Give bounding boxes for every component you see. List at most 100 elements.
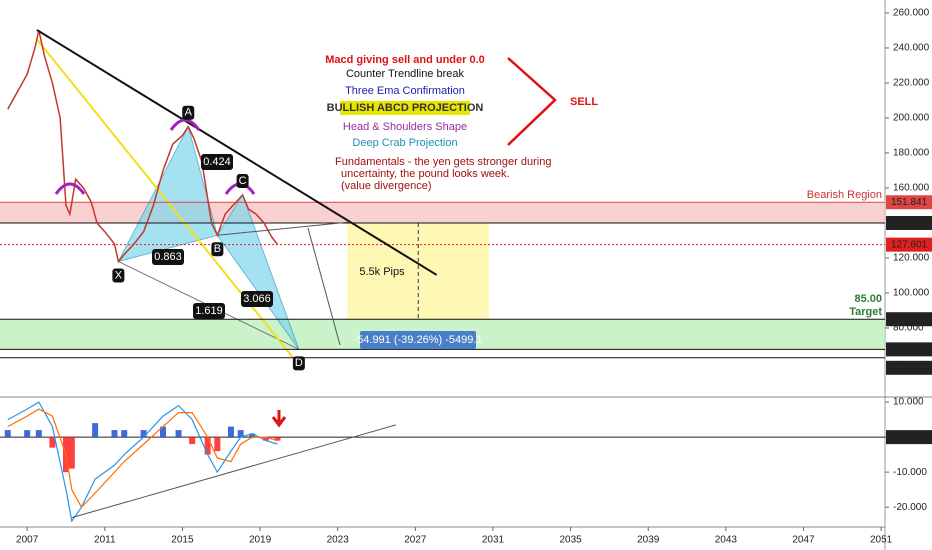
shoulder-arc: [54, 182, 86, 195]
level-label: 127.601: [891, 239, 928, 250]
zero-tag: [886, 430, 932, 445]
x-tick-label: 2051: [870, 535, 893, 546]
note: (value divergence): [341, 180, 432, 192]
x-tick-label: 2019: [249, 535, 272, 546]
point-label: C: [239, 175, 247, 187]
histogram-bar: [189, 437, 196, 445]
y-tick-label: 200.000: [893, 113, 930, 124]
point-label: B: [214, 243, 221, 255]
histogram-bar: [68, 437, 75, 469]
macd-y-tick-label: -10.000: [893, 467, 927, 478]
macd-trendline: [71, 424, 397, 519]
histogram-bar: [140, 430, 147, 438]
ratio-label: 3.066: [243, 293, 271, 305]
level-label: 67.771: [891, 344, 922, 355]
shoulder-arc: [169, 118, 201, 131]
ratio-label: 0.863: [154, 251, 182, 263]
macd-line: [7, 408, 278, 509]
target-value: 85.00: [854, 293, 882, 305]
level-label: 151.841: [891, 197, 928, 208]
level-tag: [886, 312, 932, 327]
level-tag: [886, 237, 932, 252]
histogram-bar: [237, 430, 244, 438]
point-tag: [182, 105, 195, 120]
measure-tag: [360, 331, 476, 349]
target-label: Target: [849, 306, 882, 318]
x-tick-label: 2007: [16, 535, 39, 546]
ratio-tag: [241, 291, 273, 307]
level-tag: [886, 215, 932, 230]
y-tick-label: 100.000: [893, 288, 930, 299]
bearish-zone: [0, 202, 885, 223]
note: BULLISH ABCD PROJECTION: [327, 102, 484, 114]
histogram-bar: [92, 423, 99, 438]
point-tag: [236, 173, 249, 188]
histogram-bar: [4, 430, 11, 438]
y-tick-label: 80.000: [893, 323, 924, 334]
macd-y-tick-label: -20.000: [893, 502, 927, 513]
y-tick-label: 180.000: [893, 148, 930, 159]
point-tag: [292, 356, 305, 371]
x-tick-label: 2043: [715, 535, 738, 546]
region-label: Bearish Region: [807, 189, 882, 201]
xab-triangle: [117, 125, 218, 263]
note: Deep Crab Projection: [352, 137, 457, 149]
note-highlight: [340, 101, 470, 115]
price-line: [7, 30, 279, 264]
point-label: X: [115, 269, 123, 281]
point-label: A: [185, 107, 193, 119]
x-tick-label: 2035: [559, 535, 582, 546]
macd-y-tick-label: 10.000: [893, 397, 924, 408]
note: Three Ema Confirmation: [345, 85, 465, 97]
sell-label: SELL: [570, 96, 598, 108]
histogram-bar: [262, 437, 269, 441]
level-label: 139.988: [891, 218, 928, 229]
point-tag: [112, 268, 125, 283]
y-tick-label: 240.000: [893, 43, 930, 54]
point-label: D: [295, 357, 303, 369]
ratio-tag: [193, 303, 225, 319]
y-tick-label: 260.000: [893, 8, 930, 19]
histogram-bar: [214, 437, 221, 452]
histogram-bar: [35, 430, 42, 438]
x-tick-label: 2047: [792, 535, 815, 546]
x-tick-label: 2011: [94, 535, 116, 546]
level-tag: [886, 195, 932, 210]
histogram-bar: [49, 437, 56, 448]
histogram-bar: [204, 437, 211, 455]
level-tag: [886, 342, 932, 357]
ratio-label: 0.424: [203, 156, 231, 168]
level-label: 85.000: [891, 314, 922, 325]
sell-arrow: [271, 410, 287, 428]
sell-chevron: [507, 57, 557, 146]
level-tag: [886, 360, 932, 375]
x-tick-label: 2027: [404, 535, 427, 546]
level-label: 62.956: [891, 362, 922, 373]
histogram-bar: [227, 426, 234, 438]
ratio-label: 1.619: [195, 305, 223, 317]
x-tick-label: 2015: [171, 535, 194, 546]
y-tick-label: 220.000: [893, 78, 930, 89]
histogram-bar: [175, 430, 182, 438]
trendline: [36, 29, 438, 276]
histogram-bar: [274, 437, 281, 441]
ratio-tag: [152, 249, 184, 265]
x-tick-label: 2031: [482, 535, 505, 546]
ratio-tag: [201, 154, 233, 170]
point-tag: [211, 242, 224, 257]
note: Head & Shoulders Shape: [343, 121, 467, 133]
histogram-bar: [24, 430, 31, 438]
projection-path: [217, 221, 351, 346]
measure-label: -54.991 (-39.26%) -5499.1: [353, 334, 482, 346]
y-tick-label: 160.000: [893, 183, 930, 194]
y-tick-label: 120.000: [893, 253, 930, 264]
histogram-bar: [111, 430, 118, 438]
note: Fundamentals - the yen gets stronger dur…: [335, 156, 551, 168]
x-tick-label: 2023: [327, 535, 350, 546]
macd-y-tick-label: 0.000: [893, 432, 918, 443]
pips-label: 5.5k Pips: [359, 266, 405, 278]
note: Counter Trendline break: [346, 68, 465, 80]
histogram-bar: [160, 426, 167, 438]
macd-line: [7, 401, 278, 523]
